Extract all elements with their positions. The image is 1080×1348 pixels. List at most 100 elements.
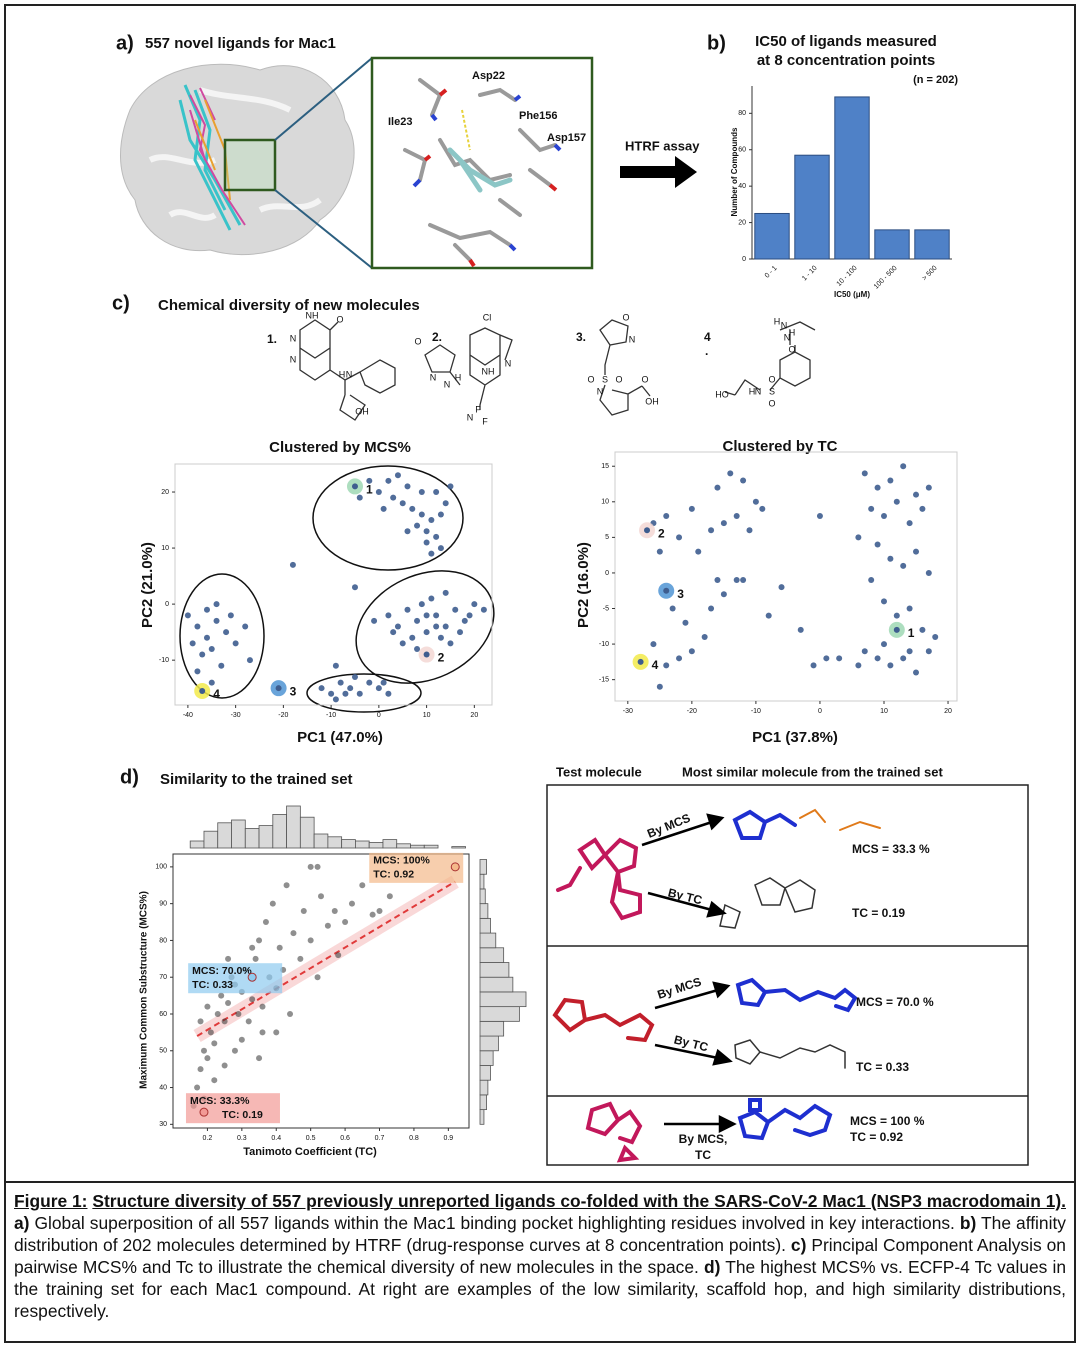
histogram-bar: [341, 839, 356, 849]
histogram-bar: [299, 816, 315, 849]
data-point: [262, 919, 269, 926]
data-point: [887, 662, 894, 669]
chart-subtitle: (n = 202): [913, 74, 958, 86]
histogram-bar: [396, 843, 411, 849]
histogram-bar: [368, 842, 384, 849]
data-point: [855, 662, 862, 669]
data-point: [283, 882, 290, 889]
y-tick-label: 80: [159, 937, 167, 944]
data-point: [249, 996, 256, 1003]
data-point: [669, 605, 676, 612]
chart-title: Clustered by MCS%: [269, 439, 411, 456]
data-point: [733, 577, 740, 584]
data-point: [695, 548, 702, 555]
x-tick-label: 0.9: [443, 1135, 453, 1142]
atom-label: N: [629, 334, 636, 344]
y-tick-label: 60: [159, 1011, 167, 1018]
x-tick-label: 10: [423, 712, 431, 719]
x-tick-label: 10: [880, 708, 888, 715]
data-point: [208, 645, 215, 652]
histogram-bar: [272, 814, 287, 849]
data-point: [394, 623, 401, 630]
data-point: [433, 489, 440, 496]
data-point: [656, 548, 663, 555]
data-point: [214, 1010, 221, 1017]
bar: [754, 212, 790, 260]
y-tick-label: 20: [161, 489, 169, 496]
highlight-point: [644, 527, 651, 534]
x-tick-label: -20: [687, 708, 697, 715]
data-point: [708, 605, 715, 612]
data-point: [765, 612, 772, 619]
data-point: [194, 1084, 201, 1091]
similarity-value: TC = 0.19: [852, 906, 905, 920]
annotation-text: MCS: 33.3%: [190, 1095, 250, 1107]
histogram-bar: [479, 1079, 489, 1096]
data-point: [900, 463, 907, 470]
data-point: [238, 1036, 245, 1043]
x-tick-label: 10 - 100: [836, 265, 859, 288]
atom-label: NH: [306, 310, 319, 320]
x-tick-label: 0.2: [203, 1135, 213, 1142]
data-point: [471, 601, 478, 608]
data-point: [289, 561, 296, 568]
atom-label: N: [781, 320, 788, 330]
method-label: By TC: [673, 1032, 710, 1054]
data-point: [218, 992, 225, 999]
data-point: [235, 1010, 242, 1017]
data-point: [452, 606, 459, 613]
atom-label: O: [622, 312, 629, 322]
histogram-bar: [479, 903, 489, 919]
atom-label: OH: [645, 396, 659, 406]
x-tick-label: -30: [231, 712, 241, 719]
data-point: [893, 498, 900, 505]
data-point: [447, 640, 454, 647]
data-point: [720, 591, 727, 598]
data-point: [375, 489, 382, 496]
data-point: [276, 944, 283, 951]
atom-label: N: [467, 412, 474, 422]
data-point: [318, 893, 324, 900]
highlight-point: [893, 626, 900, 633]
y-tick-label: 20: [738, 219, 746, 226]
data-point: [797, 626, 804, 633]
method-label: By MCS,: [679, 1132, 728, 1146]
data-point: [418, 601, 425, 608]
data-point: [466, 612, 473, 619]
highlight-point: [351, 483, 358, 490]
histogram-bar: [479, 873, 485, 890]
data-point: [656, 683, 663, 690]
atom-label: N: [505, 358, 512, 368]
data-point: [461, 617, 468, 624]
atom-label: O: [587, 374, 594, 384]
y-tick-label: -5: [603, 605, 609, 612]
data-point: [390, 494, 397, 501]
x-tick-label: 0.7: [375, 1135, 385, 1142]
atom-label: S: [769, 386, 775, 396]
data-point: [273, 1029, 280, 1036]
data-point: [409, 634, 416, 641]
similarity-value: TC = 0.92: [850, 1130, 903, 1144]
data-point: [208, 679, 215, 686]
atom-label: O: [788, 344, 795, 354]
caption-text: Global superposition of all 557 ligands …: [34, 1213, 955, 1233]
plot-frame: [614, 451, 958, 702]
data-point: [752, 498, 759, 505]
data-point: [269, 900, 276, 907]
histogram-bar: [479, 962, 510, 978]
x-tick-label: 1 - 10: [801, 265, 819, 283]
data-point: [778, 584, 785, 591]
y-tick-label: 0: [605, 570, 609, 577]
x-tick-label: > 500: [921, 265, 939, 283]
data-point: [223, 629, 230, 636]
chart-title: at 8 concentration points: [757, 52, 935, 69]
data-point: [437, 511, 444, 518]
similarity-value: TC = 0.33: [856, 1060, 909, 1074]
data-point: [245, 1018, 252, 1025]
data-point: [442, 623, 449, 630]
highlight-label: 2: [438, 651, 445, 665]
data-point: [194, 623, 201, 630]
panel-title: Similarity to the trained set: [160, 771, 353, 788]
y-tick-label: 10: [601, 499, 609, 506]
